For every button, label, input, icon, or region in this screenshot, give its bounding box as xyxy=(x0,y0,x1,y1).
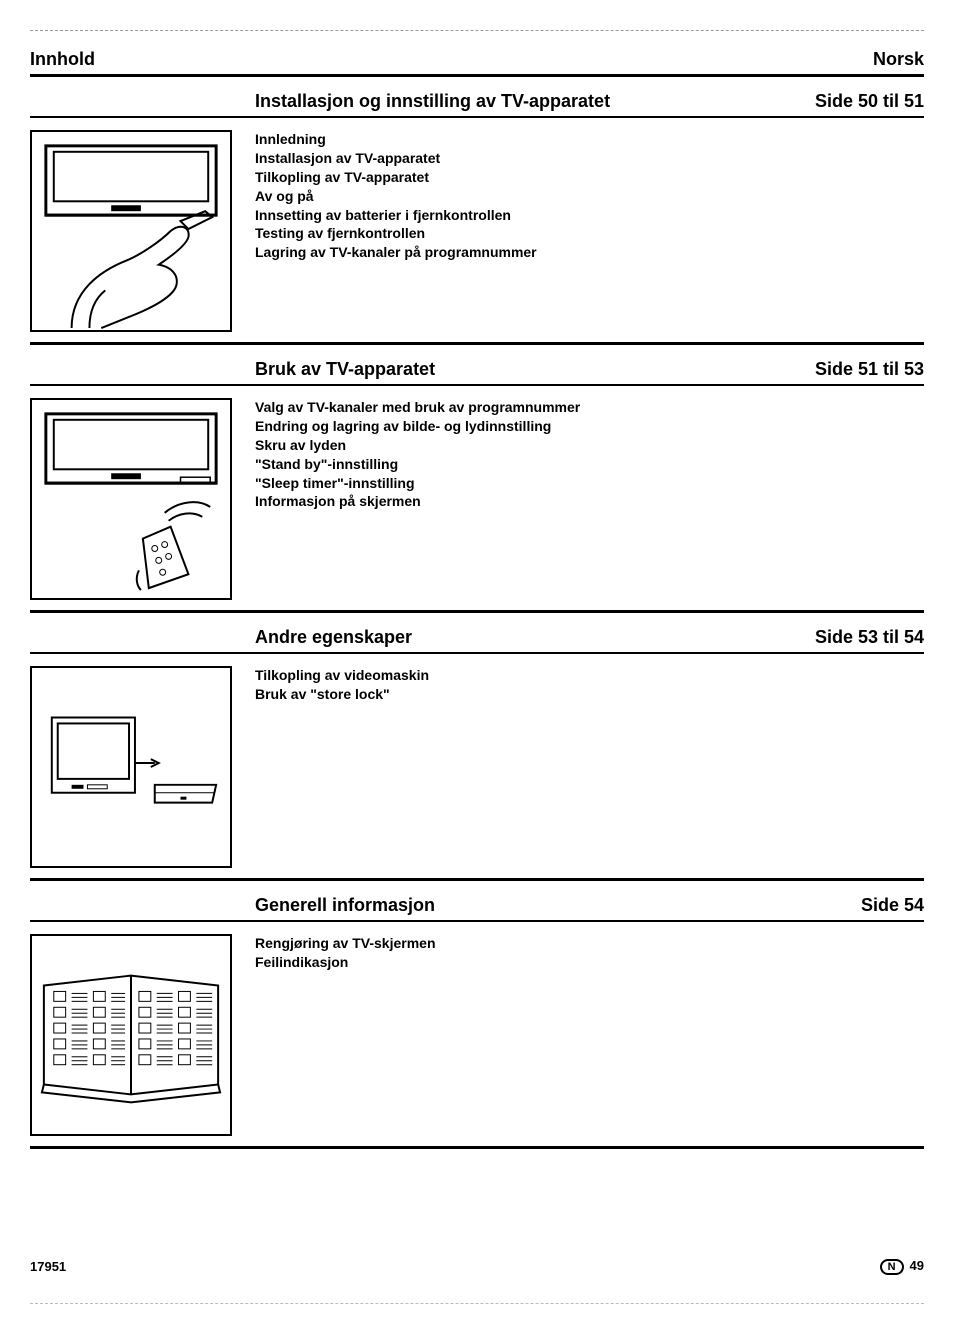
toc-item: Skru av lyden xyxy=(255,436,580,455)
toc-item: Informasjon på skjermen xyxy=(255,492,580,511)
section-items: Rengjøring av TV-skjermenFeilindikasjon xyxy=(255,934,436,1136)
section-body: Tilkopling av videomaskinBruk av "store … xyxy=(30,666,924,868)
section-end-rule xyxy=(30,878,924,881)
toc-item: Av og på xyxy=(255,187,537,206)
section-items: Tilkopling av videomaskinBruk av "store … xyxy=(255,666,429,868)
toc-item: Innsetting av batterier i fjernkontrolle… xyxy=(255,206,537,225)
toc-item: Feilindikasjon xyxy=(255,953,436,972)
toc-item: Innledning xyxy=(255,130,537,149)
manual-book-illustration xyxy=(30,934,232,1136)
toc-item: Valg av TV-kanaler med bruk av programnu… xyxy=(255,398,580,417)
toc-item: Bruk av "store lock" xyxy=(255,685,429,704)
scan-artifact-bottom xyxy=(30,1303,924,1304)
section-rule xyxy=(30,652,924,654)
toc-item: Rengjøring av TV-skjermen xyxy=(255,934,436,953)
header-rule xyxy=(30,74,924,77)
section-body: Valg av TV-kanaler med bruk av programnu… xyxy=(30,398,924,600)
section-title: Bruk av TV-apparatet xyxy=(255,359,815,380)
section-end-rule xyxy=(30,610,924,613)
section-title: Installasjon og innstilling av TV-appara… xyxy=(255,91,815,112)
tv-hand-illustration xyxy=(30,130,232,332)
section-end-rule xyxy=(30,342,924,345)
footer-badge: N xyxy=(880,1259,904,1275)
page-footer: 17951 N 49 xyxy=(30,1248,924,1304)
section-end-rule xyxy=(30,1146,924,1149)
page-header: Innhold Norsk xyxy=(30,49,924,70)
section-rule xyxy=(30,384,924,386)
section-pages: Side 54 xyxy=(861,895,924,916)
toc-item: Tilkopling av TV-apparatet xyxy=(255,168,537,187)
section-header: Generell informasjonSide 54 xyxy=(30,895,924,916)
section-header: Installasjon og innstilling av TV-appara… xyxy=(30,91,924,112)
section-pages: Side 50 til 51 xyxy=(815,91,924,112)
section-header: Andre egenskaperSide 53 til 54 xyxy=(30,627,924,648)
section-items: InnledningInstallasjon av TV-apparatetTi… xyxy=(255,130,537,332)
toc-item: Endring og lagring av bilde- og lydinnst… xyxy=(255,417,580,436)
footer-page-group: N 49 xyxy=(880,1258,924,1275)
section-header: Bruk av TV-apparatetSide 51 til 53 xyxy=(30,359,924,380)
tv-vcr-illustration xyxy=(30,666,232,868)
toc-item: Lagring av TV-kanaler på programnummer xyxy=(255,243,537,262)
section-title: Andre egenskaper xyxy=(255,627,815,648)
header-left: Innhold xyxy=(30,49,95,70)
scan-artifact-top xyxy=(30,30,924,31)
toc-item: "Sleep timer"-innstilling xyxy=(255,474,580,493)
section-rule xyxy=(30,116,924,118)
footer-code: 17951 xyxy=(30,1259,66,1274)
footer-page: 49 xyxy=(910,1258,924,1273)
toc-item: Installasjon av TV-apparatet xyxy=(255,149,537,168)
toc-item: Tilkopling av videomaskin xyxy=(255,666,429,685)
section-pages: Side 53 til 54 xyxy=(815,627,924,648)
toc-item: "Stand by"-innstilling xyxy=(255,455,580,474)
tv-remote-illustration xyxy=(30,398,232,600)
section-body: Rengjøring av TV-skjermenFeilindikasjon xyxy=(30,934,924,1136)
section-rule xyxy=(30,920,924,922)
section-items: Valg av TV-kanaler med bruk av programnu… xyxy=(255,398,580,600)
section-body: InnledningInstallasjon av TV-apparatetTi… xyxy=(30,130,924,332)
toc-item: Testing av fjernkontrollen xyxy=(255,224,537,243)
section-title: Generell informasjon xyxy=(255,895,861,916)
section-pages: Side 51 til 53 xyxy=(815,359,924,380)
header-right: Norsk xyxy=(873,49,924,70)
